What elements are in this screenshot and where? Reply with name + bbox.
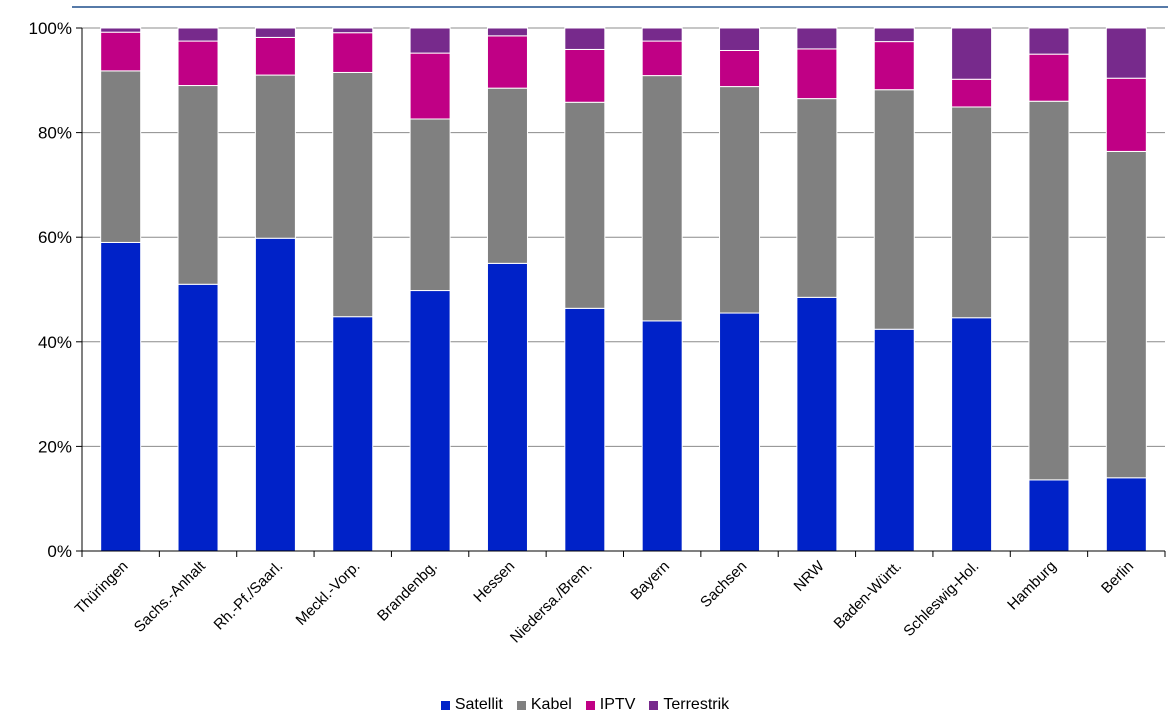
bar-segment [332, 316, 374, 552]
x-tick-label: NRW [791, 557, 829, 595]
bar-segment [873, 328, 915, 552]
bar-segment [873, 41, 915, 91]
bar-segment [719, 49, 761, 88]
x-tick-label: Bayern [627, 558, 673, 604]
bar-segment [1105, 77, 1147, 152]
x-tick-labels: Thüringen Sachs.-Anhalt Rh.-Pf./Saarl. Meck… [72, 557, 1137, 646]
bar-segment [254, 36, 296, 76]
legend-item: Satellit [440, 696, 503, 714]
bar-segment [409, 27, 451, 54]
y-tick-label: 40% [38, 333, 72, 352]
bar-segment [796, 27, 838, 50]
bar-segment [1028, 479, 1070, 552]
legend-swatch [440, 700, 450, 710]
bar-segment [1105, 477, 1147, 552]
y-tick-label: 0% [47, 542, 72, 561]
bar-segment [177, 27, 219, 42]
legend-swatch [649, 700, 659, 710]
bar-segment [1028, 27, 1070, 55]
gridlines [82, 27, 1165, 447]
bar-segment [1028, 53, 1070, 102]
x-tick-label: Sachs.-Anhalt [131, 557, 210, 636]
axes [76, 27, 1166, 557]
bar-segment [564, 48, 606, 103]
bar-segment [486, 262, 528, 552]
legend-item: Kabel [516, 696, 572, 714]
y-tick-labels: 0% 20% 40% 60% 80% 100% [29, 19, 72, 561]
bar-segment [641, 320, 683, 552]
x-tick-label: Niedersa./Brem. [507, 558, 596, 647]
bar-segment [332, 32, 374, 73]
bar-segment [951, 106, 993, 319]
bar-segment [951, 27, 993, 80]
bar-segment [100, 70, 142, 243]
bar-segment [100, 27, 142, 33]
x-tick-label: Thüringen [72, 558, 132, 618]
bar-segment [564, 101, 606, 309]
bar-segment [1105, 150, 1147, 479]
stacked-bar-chart: 0% 20% 40% 60% 80% 100% Thüringen Sachs.-Anhal… [29, 6, 1168, 646]
legend-label: Kabel [530, 696, 572, 713]
bar-segment [254, 74, 296, 239]
legend-label: Terrestrik [663, 696, 730, 713]
bar-segment [719, 312, 761, 552]
bar-segment [719, 86, 761, 314]
bar-segment [100, 31, 142, 72]
bar-segment [641, 27, 683, 42]
x-tick-label: Baden-Württ. [831, 558, 906, 633]
bar-segment [332, 71, 374, 318]
y-tick-label: 20% [38, 437, 72, 456]
bar-segment [951, 317, 993, 552]
bar-segment [409, 290, 451, 552]
bar-segment [177, 40, 219, 87]
bar-segment [1028, 100, 1070, 481]
x-tick-label: Hamburg [1004, 558, 1060, 614]
bar-segment [873, 27, 915, 43]
bar-segment [641, 40, 683, 77]
legend-swatch [585, 700, 595, 710]
bar-segment [177, 85, 219, 285]
bar-segment [254, 27, 296, 38]
legend-swatch [516, 700, 526, 710]
bar-segment [641, 75, 683, 322]
bar-segment [332, 27, 374, 34]
bar-segment [951, 78, 993, 108]
x-tick-label: Hessen [470, 558, 518, 606]
bar-segment [100, 241, 142, 552]
y-tick-label: 60% [38, 228, 72, 247]
bar-segment [719, 27, 761, 51]
bar-segment [177, 283, 219, 552]
legend-item: IPTV [585, 696, 636, 714]
bar-segment [409, 118, 451, 292]
legend-label: IPTV [599, 696, 636, 713]
bar-segment [796, 98, 838, 298]
x-tick-label: Berlin [1098, 558, 1137, 597]
x-tick-label: Sachsen [697, 558, 750, 611]
legend: Satellit Kabel IPTV Terrestrik [0, 694, 1170, 716]
legend-label: Satellit [454, 696, 503, 713]
bar-segment [486, 35, 528, 89]
bar-segment [873, 89, 915, 330]
bar-segment [796, 296, 838, 552]
bar-segment [409, 52, 451, 120]
y-tick-label: 80% [38, 124, 72, 143]
bar-segment [1105, 27, 1147, 79]
bars [100, 27, 1147, 552]
bar-segment [486, 87, 528, 264]
x-tick-label: Schleswig-Hol. [900, 558, 982, 640]
bar-segment [564, 27, 606, 50]
bar-segment [564, 307, 606, 552]
legend-item: Terrestrik [649, 696, 729, 714]
bar-segment [254, 237, 296, 552]
bar-segment [796, 48, 838, 100]
x-tick-label: Rh.-Pf./Saarl. [211, 558, 287, 634]
x-tick-label: Meckl.-Vorp. [293, 558, 364, 629]
x-tick-label: Brandenbg. [374, 558, 441, 625]
y-tick-label: 100% [29, 19, 72, 38]
bar-segment [486, 27, 528, 37]
